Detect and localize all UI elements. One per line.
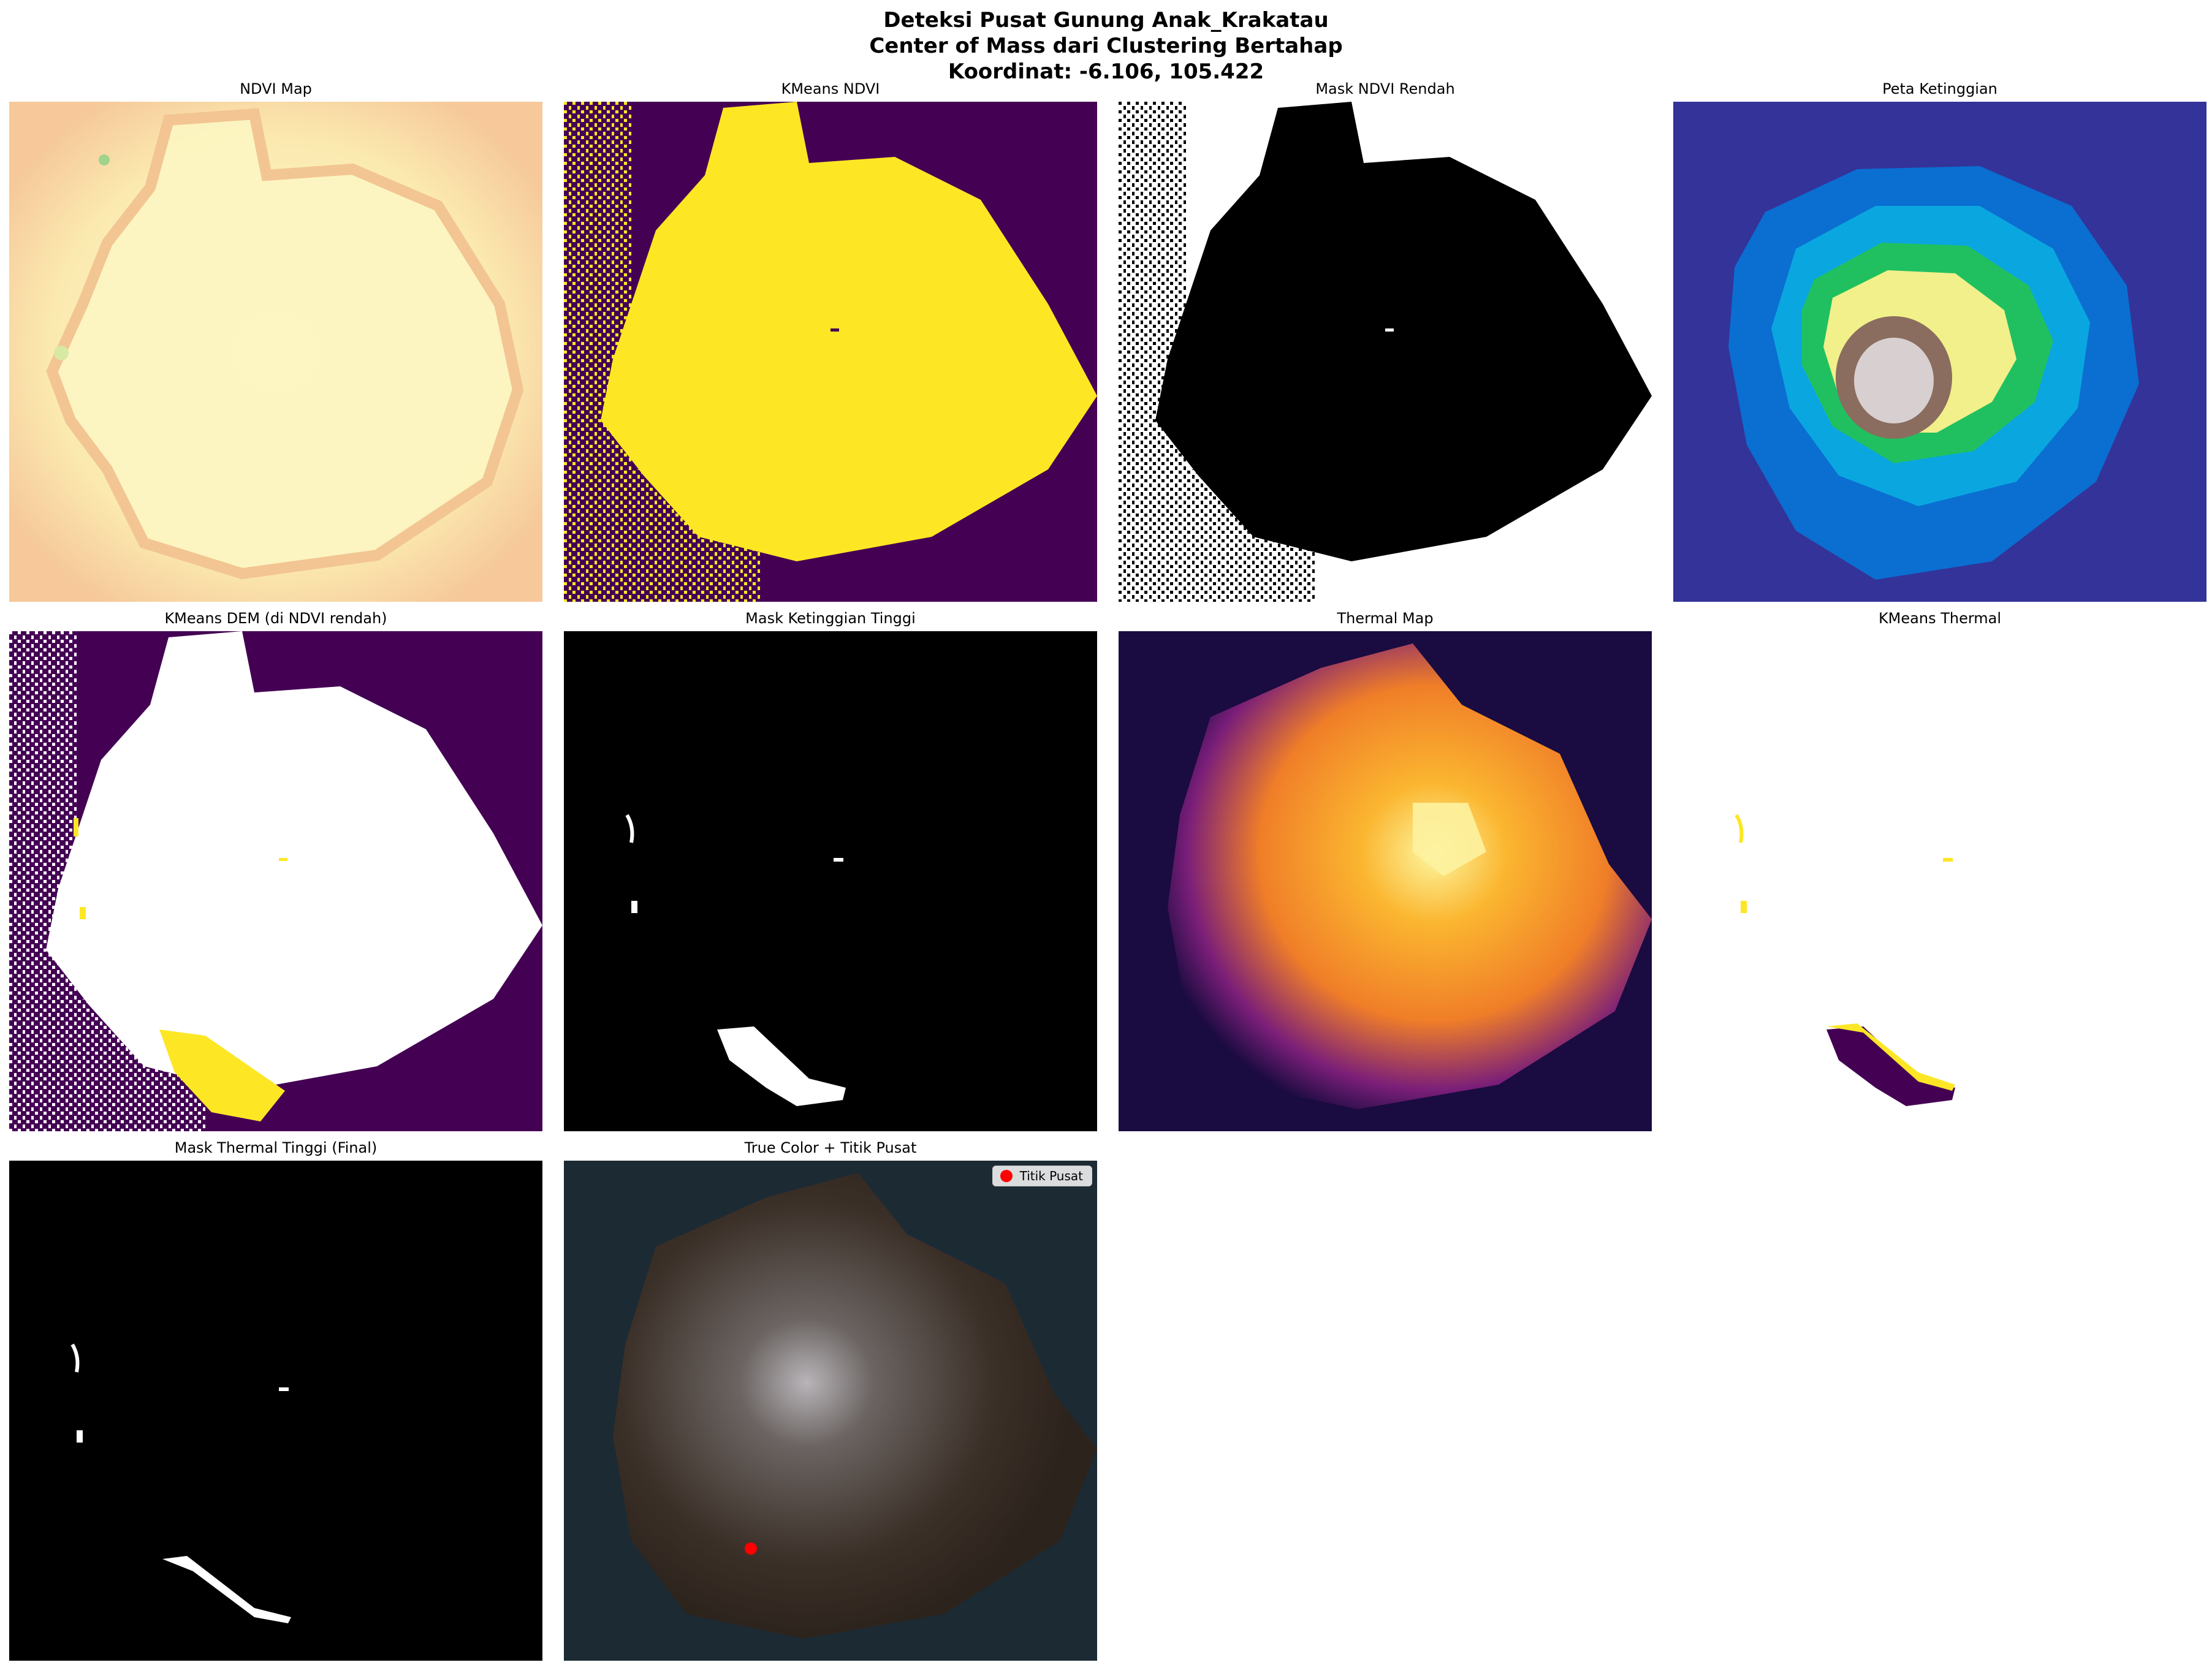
ndvi-island [46, 108, 524, 580]
true-color-image: Titik Pusat [564, 1161, 1097, 1661]
panel-title-kmeans-ndvi: KMeans NDVI [781, 80, 880, 97]
panel-title-true-color: True Color + Titik Pusat [744, 1139, 917, 1156]
kmeans-thermal-image [1673, 631, 2206, 1131]
legend-dot-icon [1000, 1170, 1013, 1182]
legend-label: Titik Pusat [1019, 1169, 1083, 1183]
figure-subtitle: Center of Mass dari Clustering Bertahap [869, 34, 1343, 58]
kmeans-dem-island [46, 631, 542, 1091]
panel-title-mask-ketinggian-tinggi: Mask Ketinggian Tinggi [745, 610, 916, 627]
mask-ketinggian-tinggi-image [564, 631, 1097, 1131]
peta-ketinggian-image [1673, 102, 2206, 602]
mask-ndvi-rendah-image [1119, 102, 1652, 602]
figure-title: Deteksi Pusat Gunung Anak_Krakatau [883, 8, 1329, 32]
figure-title-block: Deteksi Pusat Gunung Anak_Krakatau Cente… [0, 7, 2212, 85]
mask-thermal-final-image [9, 1161, 542, 1661]
ndvi-map-image [9, 102, 542, 602]
panel-title-kmeans-thermal: KMeans Thermal [1878, 610, 2002, 627]
panel-title-mask-ndvi-rendah: Mask NDVI Rendah [1315, 80, 1455, 97]
legend: Titik Pusat [992, 1166, 1092, 1186]
panel-title-thermal-map: Thermal Map [1337, 610, 1434, 627]
coordinate-readout: Koordinat: -6.106, 105.422 [948, 59, 1264, 84]
center-point-marker [745, 1542, 757, 1555]
kmeans-ndvi-image [564, 102, 1097, 602]
true-color-island [613, 1173, 1097, 1639]
panel-title-mask-thermal-final: Mask Thermal Tinggi (Final) [174, 1139, 378, 1156]
panel-title-peta-ketinggian: Peta Ketinggian [1882, 80, 1997, 97]
kmeans-dem-image [9, 631, 542, 1131]
panel-title-ndvi-map: NDVI Map [240, 80, 312, 97]
mask-ndvi-island [1155, 102, 1652, 561]
kmeans-ndvi-island [601, 102, 1097, 561]
panel-title-kmeans-dem: KMeans DEM (di NDVI rendah) [164, 610, 387, 627]
thermal-map-image [1119, 631, 1652, 1131]
